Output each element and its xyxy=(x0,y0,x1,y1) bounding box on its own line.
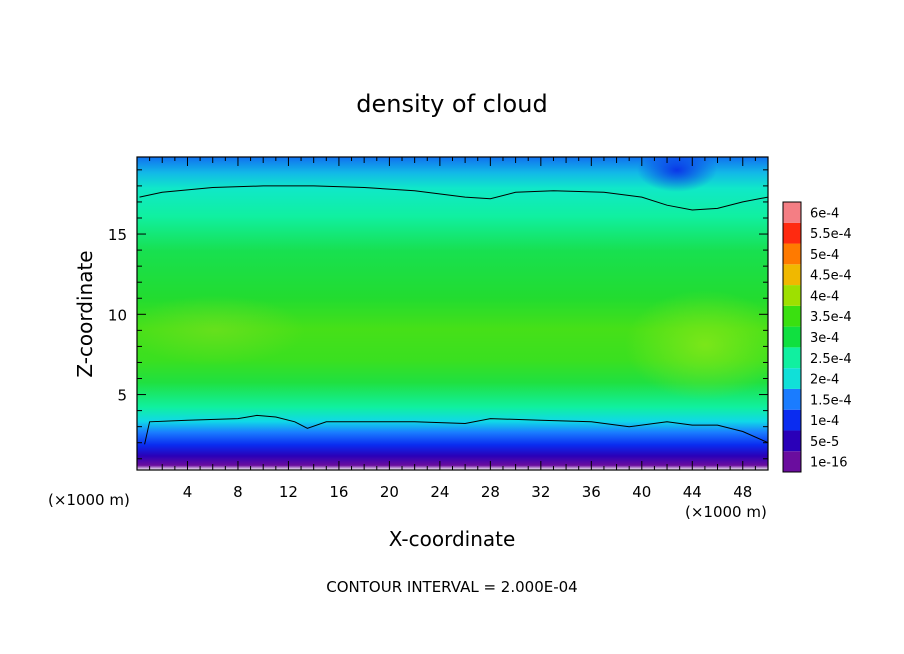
plot-area xyxy=(137,157,768,470)
x-tick-label: 20 xyxy=(380,483,399,501)
colorbar-label: 6e-4 xyxy=(810,206,839,221)
colorbar: 1e-16 5e-5 1e-4 1.5e-4 2e-4 2.5e-4 3e-4 3.5e-4 4… xyxy=(782,201,852,473)
x-tick-label: 8 xyxy=(233,483,243,501)
contour-line-lower xyxy=(144,414,768,445)
colorbar-swatch xyxy=(783,222,801,244)
colorbar-swatch xyxy=(783,409,801,431)
x-tick-label: 16 xyxy=(329,483,348,501)
x-tick-label: 32 xyxy=(531,483,550,501)
right-density-bulge xyxy=(625,290,768,400)
contour-line-upper xyxy=(139,185,768,211)
colorbar-swatch xyxy=(783,264,801,286)
y-tick-label: 5 xyxy=(117,387,127,405)
x-tick-label: 24 xyxy=(430,483,449,501)
contour-interval-footer: CONTOUR INTERVAL = 2.000E-04 xyxy=(326,578,577,596)
x-unit-right: (×1000 m) xyxy=(685,503,767,521)
top-low-density-dip xyxy=(637,157,717,192)
y-tick-label: 15 xyxy=(108,226,127,244)
x-tick-label: 40 xyxy=(632,483,651,501)
colorbar-swatch xyxy=(783,430,801,452)
x-axis-ticks: 4 8 12 16 20 24 28 32 36 40 44 48 xyxy=(149,157,756,501)
colorbar-label: 4e-4 xyxy=(810,289,839,304)
x-tick-label: 44 xyxy=(683,483,702,501)
colorbar-label: 1e-16 xyxy=(810,456,848,471)
y-axis-label: Z-coordinate xyxy=(73,250,97,377)
colorbar-swatch xyxy=(783,243,801,265)
x-tick-label: 12 xyxy=(279,483,298,501)
x-axis-label: X-coordinate xyxy=(389,527,516,551)
colorbar-label: 3e-4 xyxy=(810,331,839,346)
x-tick-label: 4 xyxy=(183,483,193,501)
colorbar-label: 1e-4 xyxy=(810,414,839,429)
colorbar-swatch xyxy=(783,368,801,389)
colorbar-frame xyxy=(782,201,802,473)
y-axis-ticks: 5 10 15 xyxy=(108,169,768,460)
colorbar-swatch xyxy=(783,326,801,348)
chart-title: density of cloud xyxy=(356,90,547,118)
colorbar-label: 1.5e-4 xyxy=(810,393,852,408)
colorbar-label: 5.5e-4 xyxy=(810,227,852,242)
colorbar-swatch xyxy=(783,305,801,327)
left-density-bulge xyxy=(137,295,305,365)
colorbar-swatch xyxy=(783,388,801,410)
colorbar-label: 5e-5 xyxy=(810,435,839,450)
y-tick-label: 10 xyxy=(108,306,127,324)
colorbar-label: 4.5e-4 xyxy=(810,269,852,284)
colorbar-swatch xyxy=(783,451,801,472)
colorbar-label: 2.5e-4 xyxy=(810,352,852,367)
x-tick-label: 36 xyxy=(582,483,601,501)
x-tick-label: 48 xyxy=(733,483,752,501)
x-tick-label: 28 xyxy=(481,483,500,501)
colorbar-swatch xyxy=(783,202,801,223)
colorbar-swatch xyxy=(783,285,801,306)
x-unit-left: (×1000 m) xyxy=(48,491,130,509)
colorbar-label: 5e-4 xyxy=(810,248,839,263)
colorbar-swatch xyxy=(783,347,801,369)
colorbar-label: 3.5e-4 xyxy=(810,310,852,325)
colorbar-label: 2e-4 xyxy=(810,373,839,388)
